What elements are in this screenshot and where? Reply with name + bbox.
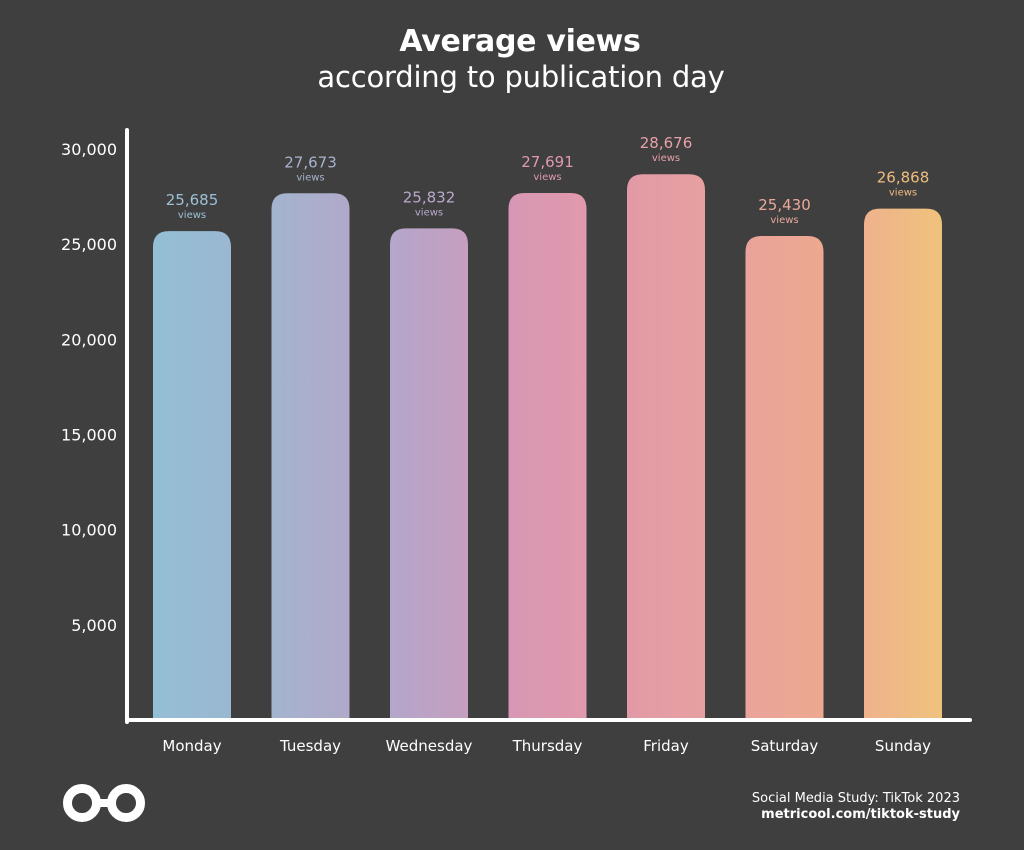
unit-label-thursday: views xyxy=(533,172,561,183)
unit-label-monday: views xyxy=(178,210,206,221)
bar-monday xyxy=(153,231,231,720)
data-label-thursday: 27,691 xyxy=(521,153,574,171)
bar-thursday xyxy=(508,192,587,720)
data-label-tuesday: 27,673 xyxy=(284,153,337,171)
x-tick-label: Friday xyxy=(643,737,689,755)
data-label-sunday: 26,868 xyxy=(877,169,930,187)
bar-saturday xyxy=(745,235,824,720)
x-tick-label: Saturday xyxy=(751,737,819,755)
bar-sunday xyxy=(864,208,942,720)
x-tick-label: Tuesday xyxy=(279,737,341,755)
bar-friday xyxy=(627,174,705,720)
infinity-loop-icon xyxy=(63,784,145,822)
unit-label-wednesday: views xyxy=(415,207,443,218)
x-tick-label: Wednesday xyxy=(386,737,473,755)
unit-label-friday: views xyxy=(652,153,680,164)
chart-title: Average views xyxy=(399,24,641,59)
unit-label-saturday: views xyxy=(770,215,798,226)
y-tick-label: 15,000 xyxy=(61,426,117,445)
source-url: metricool.com/tiktok-study xyxy=(761,807,960,822)
data-label-wednesday: 25,832 xyxy=(403,188,456,206)
data-label-saturday: 25,430 xyxy=(758,196,811,214)
y-tick-label: 30,000 xyxy=(61,140,117,159)
chart-subtitle: according to publication day xyxy=(317,60,725,94)
source-note: Social Media Study: TikTok 2023 xyxy=(751,791,960,806)
y-tick-label: 25,000 xyxy=(61,235,117,254)
bar-tuesday xyxy=(271,193,350,720)
y-tick-label: 5,000 xyxy=(71,616,117,635)
bar-wednesday xyxy=(390,228,468,720)
unit-label-sunday: views xyxy=(889,188,917,199)
data-label-friday: 28,676 xyxy=(640,134,693,152)
x-tick-label: Sunday xyxy=(875,737,931,755)
y-tick-label: 10,000 xyxy=(61,521,117,540)
y-tick-label: 20,000 xyxy=(61,330,117,349)
x-tick-label: Thursday xyxy=(512,737,583,755)
x-tick-label: Monday xyxy=(162,737,221,755)
unit-label-tuesday: views xyxy=(296,172,324,183)
data-label-monday: 25,685 xyxy=(166,191,219,209)
